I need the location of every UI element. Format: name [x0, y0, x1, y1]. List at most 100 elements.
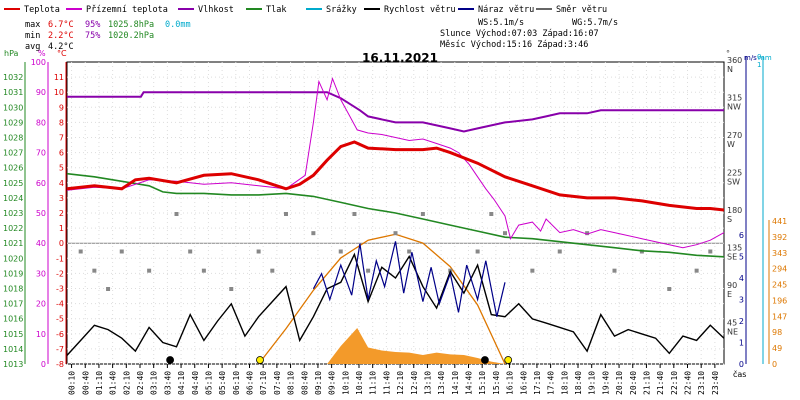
wind-direction-point [475, 249, 480, 254]
stat-avg-temp: 4.2°C [48, 42, 74, 52]
hpa-tick-label: 1022 [3, 224, 23, 233]
axis-title-temp: °C [57, 49, 67, 58]
pct-tick-label: 0 [41, 360, 46, 369]
legend: Teplota Přízemní teplota Vlhkost Tlak Srážky… [4, 5, 607, 15]
hpa-tick-label: 1015 [3, 330, 23, 339]
stat-avg-label: avg [25, 42, 40, 52]
compass-tick-label: NW [727, 103, 741, 112]
moon-rise-marker [481, 356, 489, 364]
wind-direction-point [188, 249, 193, 254]
pressure-line [66, 172, 725, 258]
wind-direction-point [270, 268, 275, 273]
temp-tick-label: 6 [59, 149, 64, 158]
stat-ws: WS:5.1m/s [478, 18, 524, 28]
x-tick-label: 18:40 [574, 371, 583, 395]
wind-direction-point [667, 287, 672, 291]
x-tick-label: 19:40 [601, 371, 610, 395]
x-tick-label: 21:10 [642, 371, 651, 395]
sunrise-marker [256, 356, 264, 364]
x-tick-label: 08:40 [300, 371, 309, 395]
compass-tick-label: SE [727, 253, 737, 262]
temp-tick-label: 5 [59, 164, 64, 173]
temp-tick-label: 0 [59, 239, 64, 248]
x-tick-label: 00:40 [81, 371, 90, 395]
x-tick-label: 02:10 [122, 371, 131, 395]
x-tick-label: 06:40 [246, 371, 255, 395]
pct-tick-label: 10 [36, 330, 46, 339]
x-tick-label: 22:40 [684, 371, 693, 395]
wind-direction-point [147, 268, 152, 273]
wind-direction-point [420, 212, 425, 216]
solar-radiation-line [258, 233, 506, 365]
hpa-tick-label: 1020 [3, 254, 23, 263]
x-tick-label: 20:10 [615, 371, 624, 395]
x-tick-label: 03:10 [150, 371, 159, 395]
x-axis-ticks: 00:10 00:40 01:10 01:40 02:10 02:40 03:10 03:40… [68, 364, 720, 395]
stat-max-temp: 6.7°C [48, 20, 74, 30]
stat-max-hum: 95% [85, 20, 100, 30]
rad-tick-label: 294 [772, 265, 787, 274]
legend-label: Srážky [326, 5, 357, 15]
hpa-tick-label: 1014 [3, 345, 23, 354]
ms-tick-label: 4 [739, 274, 744, 283]
hpa-tick-label: 1032 [3, 73, 23, 82]
dir-tick-label: 180 [727, 206, 742, 215]
x-tick-label: 02:40 [136, 371, 145, 395]
temp-tick-label: 4 [59, 179, 64, 188]
x-tick-label: 07:40 [273, 371, 282, 395]
x-tick-label: 17:10 [533, 371, 542, 395]
temp-tick-label: 10 [54, 88, 64, 97]
compass-tick-label: N [727, 65, 733, 74]
pct-tick-label: 30 [36, 269, 46, 278]
pct-tick-label: 40 [36, 239, 46, 248]
stat-max-press: 1025.8hPa [108, 20, 154, 30]
rad-tick-label: 441 [772, 217, 787, 226]
wind-direction-point [407, 249, 412, 254]
x-tick-label: 10:40 [355, 371, 364, 395]
wind-direction-point [489, 212, 494, 216]
x-tick-label: 09:10 [314, 371, 323, 395]
x-tick-label: 23:40 [711, 371, 720, 395]
rad-tick-label: 196 [772, 296, 787, 305]
stats-block: max 6.7°C 95% 1025.8hPa 0.0mm min 2.2°C … [25, 18, 618, 52]
dir-tick-label: 360 [727, 56, 742, 65]
temp-tick-label: -4 [56, 300, 64, 309]
temp-tick-label: 9 [59, 103, 64, 112]
temp-tick-label: -5 [56, 315, 64, 324]
hpa-tick-label: 1017 [3, 300, 23, 309]
wind-direction-point [557, 249, 562, 254]
x-axis-label: čas [733, 369, 746, 379]
x-tick-label: 23:10 [697, 371, 706, 395]
wind-gust-line [312, 241, 506, 317]
axis-ticks: 1013101410151016101710181019102010211022… [3, 53, 787, 369]
wind-direction-point [530, 268, 535, 273]
hpa-tick-label: 1019 [3, 269, 23, 278]
dir-tick-label: 225 [727, 169, 742, 178]
legend-label: Náraz větru [478, 5, 534, 15]
ms-tick-label: 1 [739, 339, 744, 348]
moon-set-marker [166, 356, 175, 364]
axis-title-pct: % [38, 49, 46, 58]
wind-direction-point [119, 249, 124, 254]
wind-direction-point [366, 268, 371, 273]
stat-min-hum: 75% [85, 31, 100, 41]
x-tick-label: 06:10 [232, 371, 241, 395]
wind-direction-point [256, 249, 261, 254]
hpa-tick-label: 1028 [3, 134, 23, 143]
ms-tick-label: 6 [739, 231, 744, 240]
wind-direction-point [612, 268, 617, 273]
temp-tick-label: -8 [56, 360, 64, 369]
x-tick-label: 09:40 [328, 371, 337, 395]
hpa-tick-label: 1026 [3, 164, 23, 173]
wind-direction-point [92, 268, 97, 273]
compass-tick-label: W [727, 140, 735, 149]
sunset-marker [504, 356, 513, 364]
temp-tick-label: 7 [59, 134, 64, 143]
temp-tick-label: -2 [56, 269, 64, 278]
legend-label: Teplota [24, 5, 60, 15]
x-tick-label: 00:10 [68, 371, 77, 395]
ms-tick-label: 0 [739, 360, 744, 369]
rad-tick-label: 98 [772, 328, 782, 337]
wind-direction-point [106, 287, 111, 291]
